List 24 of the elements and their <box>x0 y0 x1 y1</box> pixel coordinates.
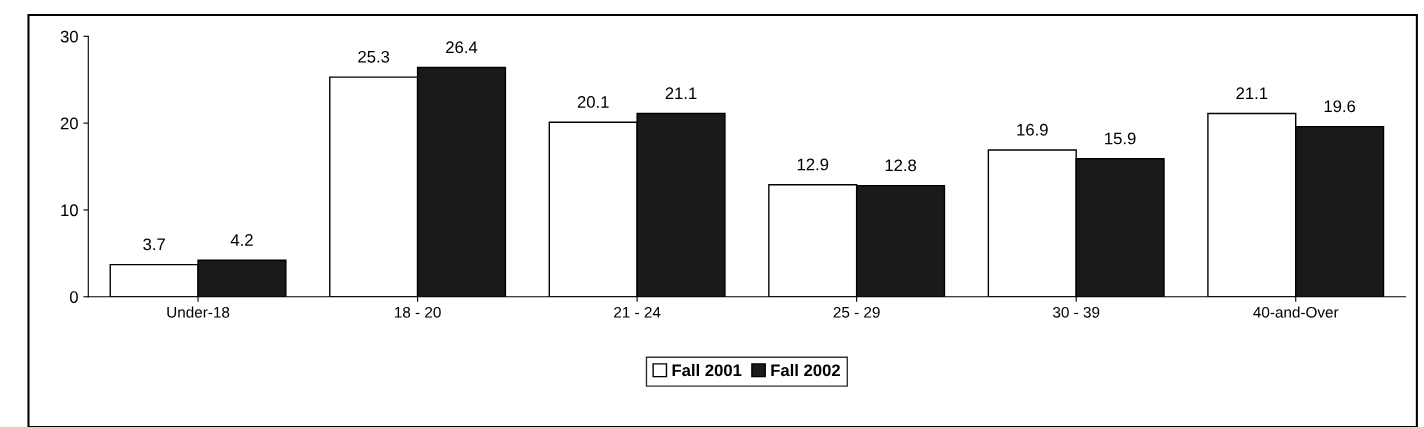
data-label: 21.1 <box>1236 87 1268 99</box>
legend-label: Fall 2001 <box>672 363 742 377</box>
data-label: 25.3 <box>358 50 390 63</box>
y-tick-label: 20 <box>60 117 78 130</box>
x-tick-label: 21 - 24 <box>614 306 661 318</box>
x-tick-label: 40-and-Over <box>1253 306 1339 318</box>
data-label: 3.7 <box>143 238 165 251</box>
x-tick-label: 30 - 39 <box>1052 306 1100 318</box>
data-label: 21.1 <box>665 87 697 99</box>
x-tick-label: 18 - 20 <box>394 306 441 318</box>
data-label: 4.2 <box>230 234 253 246</box>
legend-label: Fall 2002 <box>771 363 840 377</box>
y-tick-label: 10 <box>61 204 78 217</box>
y-tick-label: 0 <box>69 291 78 303</box>
data-label: 12.9 <box>797 158 829 171</box>
x-tick-label: 25 - 29 <box>833 306 880 318</box>
data-label: 15.9 <box>1105 132 1136 145</box>
data-label: 12.8 <box>885 159 917 172</box>
x-tick-label: Under-18 <box>167 306 230 318</box>
data-label: 20.1 <box>577 96 609 108</box>
data-label: 19.6 <box>1324 100 1356 113</box>
data-label: 26.4 <box>446 41 478 54</box>
data-label: 16.9 <box>1017 123 1048 136</box>
y-tick-label: 30 <box>60 30 78 43</box>
